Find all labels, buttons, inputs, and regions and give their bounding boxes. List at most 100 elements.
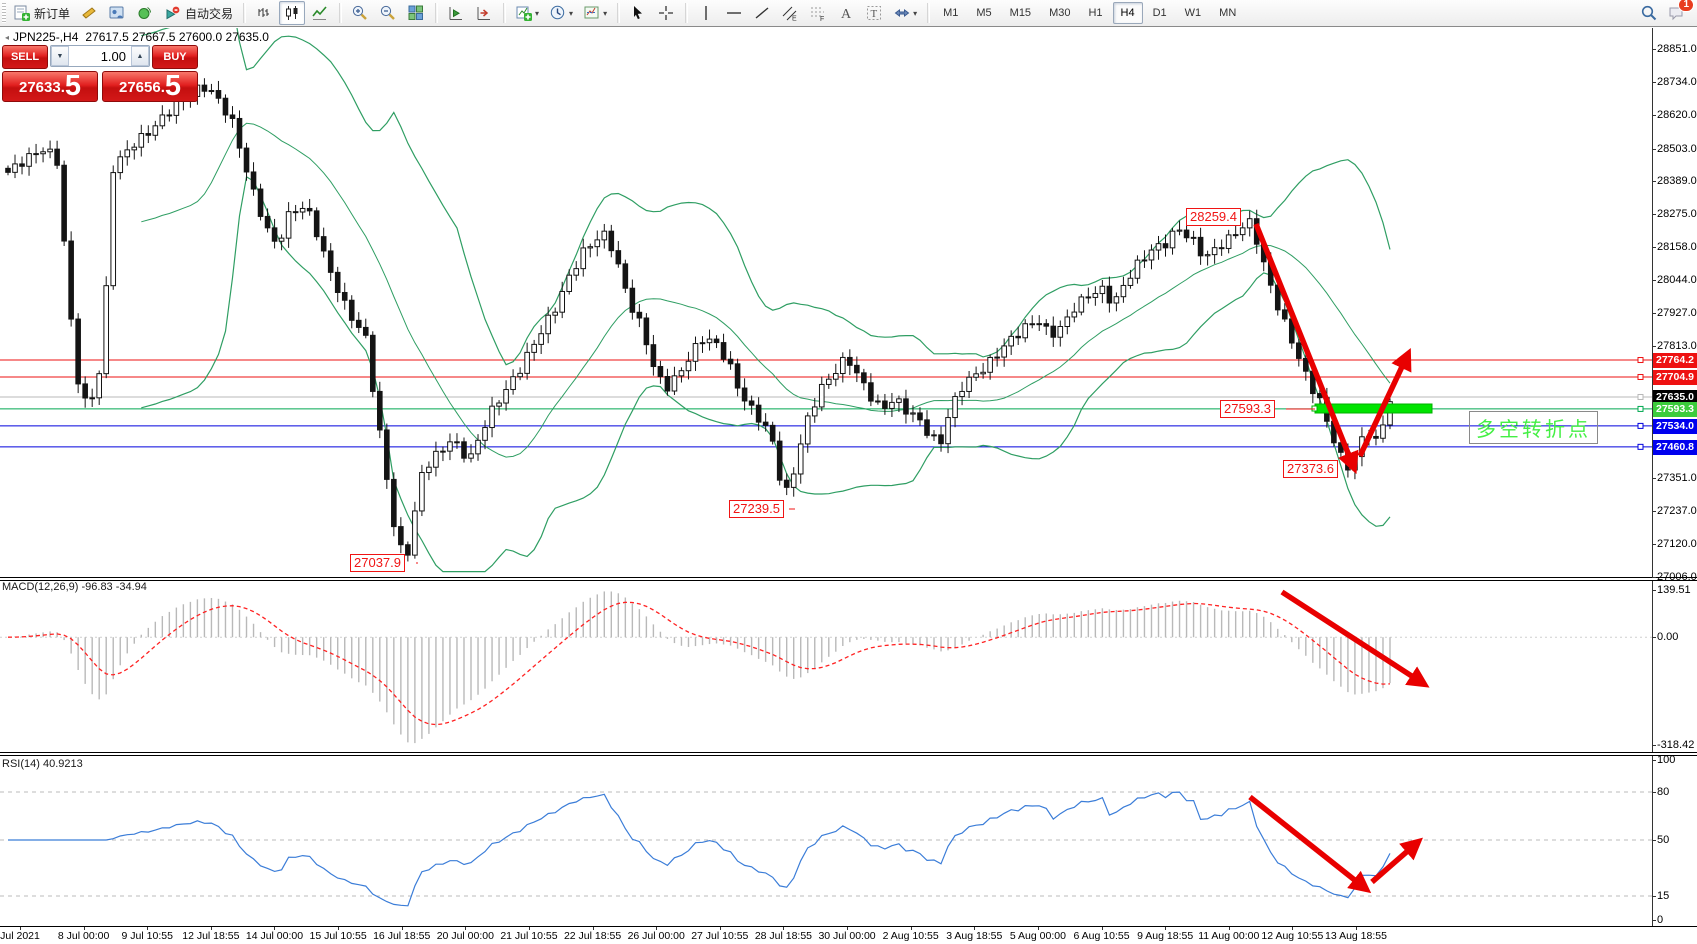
toolbar-separator — [435, 3, 439, 23]
tile-windows-button[interactable] — [403, 1, 429, 25]
rsi-axis-label: 15 — [1657, 890, 1670, 902]
price-tick-mark — [1652, 510, 1656, 512]
new-order-button[interactable]: 新订单 — [9, 1, 74, 25]
timeframe-mn-button[interactable]: MN — [1219, 7, 1237, 19]
price-annotation-label[interactable]: 27037.9 — [350, 554, 405, 572]
window-marker-icon: ◂ — [5, 32, 10, 42]
rsi-label: RSI(14) 40.9213 — [2, 758, 83, 770]
search-button[interactable] — [1636, 1, 1662, 25]
macd-tick-mark — [1652, 745, 1656, 746]
time-tick-mark — [83, 927, 85, 930]
time-tick-mark — [20, 927, 21, 930]
timeframe-w1-button[interactable]: W1 — [1184, 7, 1202, 19]
timeframe-d1-button[interactable]: D1 — [1152, 7, 1167, 19]
time-tick-mark — [1228, 927, 1230, 930]
shapes-button[interactable]: ▾ — [889, 1, 921, 25]
navigator-button[interactable] — [104, 1, 130, 25]
timeframe-m15-button[interactable]: M15 — [1009, 7, 1032, 19]
price-axis[interactable] — [1652, 28, 1697, 926]
dropdown-caret-icon: ▾ — [569, 8, 574, 18]
macd-axis-label: 139.51 — [1657, 584, 1691, 596]
periods-button[interactable]: ▾ — [545, 1, 577, 25]
zoom-out-button[interactable] — [375, 1, 401, 25]
bar-chart-icon — [255, 4, 273, 22]
time-tick-label: 9 Aug 18:55 — [1137, 930, 1194, 942]
sell-button[interactable]: SELL — [2, 45, 48, 69]
templates-button[interactable]: ▾ — [579, 1, 611, 25]
autoscroll-button[interactable] — [471, 1, 497, 25]
market-watch-icon — [80, 4, 98, 22]
pane-splitter[interactable] — [0, 577, 1697, 581]
price-tick-mark — [1652, 247, 1656, 249]
toolbar-separator — [685, 3, 689, 23]
toolbar-separator — [243, 3, 247, 23]
cursor-button[interactable] — [625, 1, 651, 25]
shapes-icon — [893, 4, 911, 22]
channel-button[interactable]: E — [777, 1, 803, 25]
label-button[interactable]: T — [861, 1, 887, 25]
timeframe-m1-button[interactable]: M1 — [943, 7, 959, 19]
macd-pane[interactable] — [0, 580, 1652, 752]
buy-button[interactable]: BUY — [152, 45, 198, 69]
timeframe-m30-button[interactable]: M30 — [1049, 7, 1071, 19]
timeframe-m5-button[interactable]: M5 — [976, 7, 992, 19]
horizontal-line-button[interactable] — [721, 1, 747, 25]
timeframe-h4-button[interactable]: H4 — [1112, 2, 1143, 24]
autotrading-button[interactable]: 自动交易 — [160, 1, 237, 25]
time-tick-label: 3 Aug 18:55 — [946, 930, 1003, 942]
main-chart-pane[interactable] — [0, 28, 1652, 577]
terminal-button[interactable] — [132, 1, 158, 25]
vertical-line-button[interactable] — [693, 1, 719, 25]
note-text-box[interactable]: 多空转折点 — [1469, 411, 1598, 444]
candlestick-button[interactable] — [279, 1, 306, 25]
indicators-button[interactable]: ▾ — [511, 1, 543, 25]
line-chart-button[interactable] — [307, 1, 333, 25]
price-tick-label: 28389.0 — [1657, 175, 1697, 188]
bar-chart-button[interactable] — [251, 1, 277, 25]
price-tick-label: 27120.0 — [1657, 538, 1697, 551]
time-tick-label: 30 Jul 00:00 — [818, 930, 876, 942]
sell-price-pip: 5 — [64, 70, 82, 102]
text-button[interactable]: A — [833, 1, 859, 25]
time-tick-label: 21 Jul 10:55 — [500, 930, 558, 942]
sell-price-display[interactable]: 27633. 5 — [2, 71, 98, 102]
crosshair-button[interactable] — [653, 1, 679, 25]
buy-price-display[interactable]: 27656. 5 — [102, 71, 198, 102]
market-watch-button[interactable] — [76, 1, 102, 25]
time-tick-label: 16 Jul 18:55 — [373, 930, 431, 942]
time-tick-label: 6 Aug 10:55 — [1073, 930, 1130, 942]
svg-text:F: F — [820, 16, 824, 22]
time-tick-mark — [1356, 927, 1357, 930]
time-axis[interactable]: Jul 2021 8 Jul 00:00 9 Jul 10:55 12 Jul 18:… — [0, 926, 1697, 944]
price-tick-label: 27006.0 — [1657, 571, 1697, 583]
time-tick-label: 9 Jul 10:55 — [121, 930, 173, 942]
volume-value[interactable]: 1.00 — [100, 48, 126, 64]
cursor-icon — [629, 4, 647, 22]
pane-splitter[interactable] — [0, 752, 1697, 756]
price-annotation-label[interactable]: 28259.4 — [1186, 208, 1241, 226]
time-tick-mark — [783, 927, 785, 930]
price-annotation-label[interactable]: 27593.3 — [1220, 400, 1275, 418]
time-tick-mark — [656, 927, 658, 930]
volume-increase-button[interactable]: ▲ — [131, 46, 149, 66]
time-tick-mark — [210, 927, 212, 930]
price-tick-mark — [1652, 49, 1656, 50]
shift-end-button[interactable] — [443, 1, 469, 25]
price-tag: 27593.3 — [1653, 401, 1697, 417]
chat-button[interactable]: 1 — [1664, 0, 1694, 25]
macd-tick-mark — [1652, 637, 1656, 639]
rsi-axis-label: 50 — [1657, 834, 1670, 846]
rsi-pane[interactable] — [0, 755, 1652, 926]
price-annotation-label[interactable]: 27373.6 — [1283, 460, 1338, 478]
one-click-trading-panel: SELL ▼ 1.00 ▲ BUY 27633. 5 27656. 5 — [2, 45, 198, 102]
price-tag: 27635.0 — [1653, 389, 1697, 405]
trendline-button[interactable] — [749, 1, 775, 25]
timeframe-h1-button[interactable]: H1 — [1088, 7, 1103, 19]
time-tick-mark — [592, 927, 594, 930]
volume-decrease-button[interactable]: ▼ — [51, 46, 69, 66]
toolbar-right-group: 1 — [1635, 0, 1694, 25]
price-annotation-label[interactable]: 27239.5 — [729, 500, 784, 518]
zoom-in-button[interactable] — [347, 1, 373, 25]
volume-stepper: ▼ 1.00 ▲ — [50, 45, 150, 67]
fibonacci-button[interactable]: F — [805, 1, 831, 25]
